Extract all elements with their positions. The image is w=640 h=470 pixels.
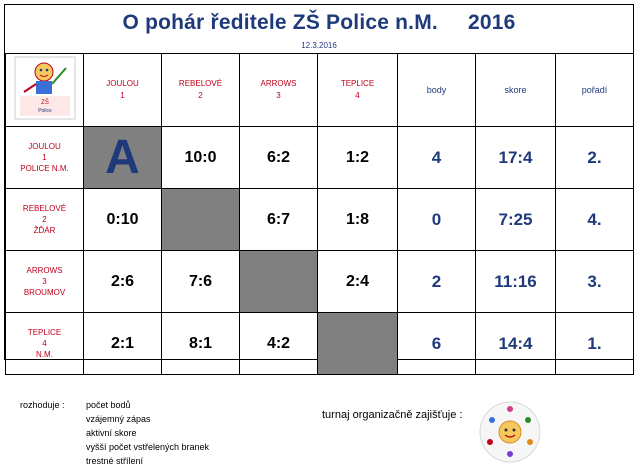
row-header-team-2: REBELOVÉ 2 ŽĎÁR [5,188,84,251]
svg-text:ZŠ: ZŠ [41,99,49,106]
row-header-team-4: TEPLICE 4 N.M. [5,312,84,375]
tiebreak-list: počet bodů vzájemný zápas aktivní skore … [86,398,209,468]
svg-text:Police: Police [38,108,52,114]
match-score: 7:6 [161,250,240,313]
team-number: 4 [355,91,360,100]
diagonal-cell [317,312,398,375]
col-header-points: body [397,53,476,127]
table-row-team-4: TEPLICE 4 N.M. 2:1 8:1 4:2 6 14:4 1. [5,312,634,375]
table-row-team-1: JOULOU 1 POLICE N.M. A 10:0 6:2 1:2 4 17:4… [5,126,634,189]
title-year: 2016 [467,11,516,34]
organizer-label: turnaj organizačně zajišťuje : [322,409,463,421]
table-row-team-2: REBELOVÉ 2 ŽĎÁR 0:10 6:7 1:8 0 7:25 4. [5,188,634,251]
rank-value: 2. [555,126,634,189]
score-value: 17:4 [475,126,556,189]
list-item: počet bodů [86,400,131,410]
rank-value: 4. [555,188,634,251]
match-score: 6:7 [239,188,318,251]
points-value: 2 [397,250,476,313]
rank-value: 1. [555,312,634,375]
school-logo-icon: ZŠ Police [14,56,75,119]
group-letter: A [105,130,140,184]
match-score: 0:10 [83,188,162,251]
col-header-rank: pořadí [555,53,634,127]
match-score: 2:6 [83,250,162,313]
list-item: vzájemný zápas [86,414,151,424]
score-value: 14:4 [475,312,556,375]
col-header-score: skore [475,53,556,127]
match-score: 2:4 [317,250,398,313]
points-value: 4 [397,126,476,189]
rank-value: 3. [555,250,634,313]
title-text: O pohár ředitele ZŠ Police n.M. [122,11,438,34]
team-number: 2 [42,215,47,224]
match-score: 1:8 [317,188,398,251]
diagonal-cell: A [83,126,162,189]
team-name: TEPLICE [27,328,62,337]
score-value: 7:25 [475,188,556,251]
team-number: 3 [42,277,47,286]
team-number: 1 [120,91,125,100]
team-name: JOULOU [28,142,61,151]
col-header-team-4: TEPLICE 4 [317,53,398,127]
team-name: JOULOU [106,79,139,88]
team-name: TEPLICE [340,79,375,88]
team-number: 3 [276,91,281,100]
team-town: POLICE N.M. [20,164,69,173]
tiebreak-label: rozhoduje : [20,400,65,410]
team-town: BROUMOV [23,288,66,297]
team-name: ARROWS [260,79,297,88]
col-header-team-2: REBELOVÉ 2 [161,53,240,127]
team-number: 2 [198,91,203,100]
points-value: 6 [397,312,476,375]
match-score: 8:1 [161,312,240,375]
match-score: 10:0 [161,126,240,189]
team-name: REBELOVÉ [22,204,67,213]
match-score: 1:2 [317,126,398,189]
team-number: 1 [42,153,47,162]
tournament-date: 12.3.2016 [301,41,337,50]
col-header-team-3: ARROWS 3 [239,53,318,127]
team-town: ŽĎÁR [33,226,56,235]
footer: rozhoduje : počet bodů vzájemný zápas ak… [0,360,640,470]
table-row-team-3: ARROWS 3 BROUMOV 2:6 7:6 2:4 2 11:16 3. [5,250,634,313]
list-item: trestné střílení [86,456,144,466]
row-header-team-1: JOULOU 1 POLICE N.M. [5,126,84,189]
results-table: ZŠ Police JOULOU 1 REBELOVÉ 2 ARROWS 3 TEPL… [5,53,634,375]
points-value: 0 [397,188,476,251]
team-town: N.M. [36,350,53,359]
team-name: REBELOVÉ [178,79,223,88]
logo-cell: ZŠ Police [5,53,84,127]
list-item: aktivní skore [86,428,137,438]
team-number: 4 [42,339,47,348]
row-header-team-3: ARROWS 3 BROUMOV [5,250,84,313]
diagonal-cell [161,188,240,251]
team-name: ARROWS [26,266,63,275]
match-score: 6:2 [239,126,318,189]
list-item: vyšší počet vstřelených branek [86,442,210,452]
diagonal-cell [239,250,318,313]
match-score: 4:2 [239,312,318,375]
col-header-team-1: JOULOU 1 [83,53,162,127]
header-row: ZŠ Police JOULOU 1 REBELOVÉ 2 ARROWS 3 TEPL… [5,53,634,127]
page-title: O pohár ředitele ZŠ Police n.M. 2016 [5,11,633,35]
organizer-logo-icon [478,400,542,469]
score-value: 11:16 [475,250,556,313]
results-sheet: O pohár ředitele ZŠ Police n.M. 2016 12.3… [4,4,634,375]
